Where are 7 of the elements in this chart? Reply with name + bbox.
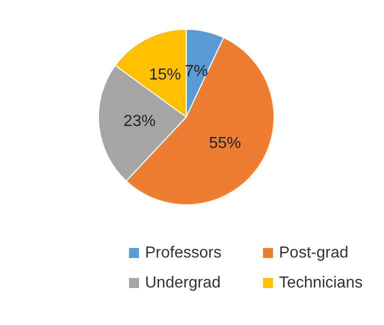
legend-label: Professors [145, 244, 222, 262]
data-label: 15% [148, 66, 181, 84]
data-label: 55% [208, 134, 242, 152]
legend-label: Technicians [279, 274, 363, 292]
data-label: 23% [124, 112, 156, 130]
legend-label: Undergrad [145, 274, 221, 292]
legend-label: Post-grad [279, 244, 348, 262]
